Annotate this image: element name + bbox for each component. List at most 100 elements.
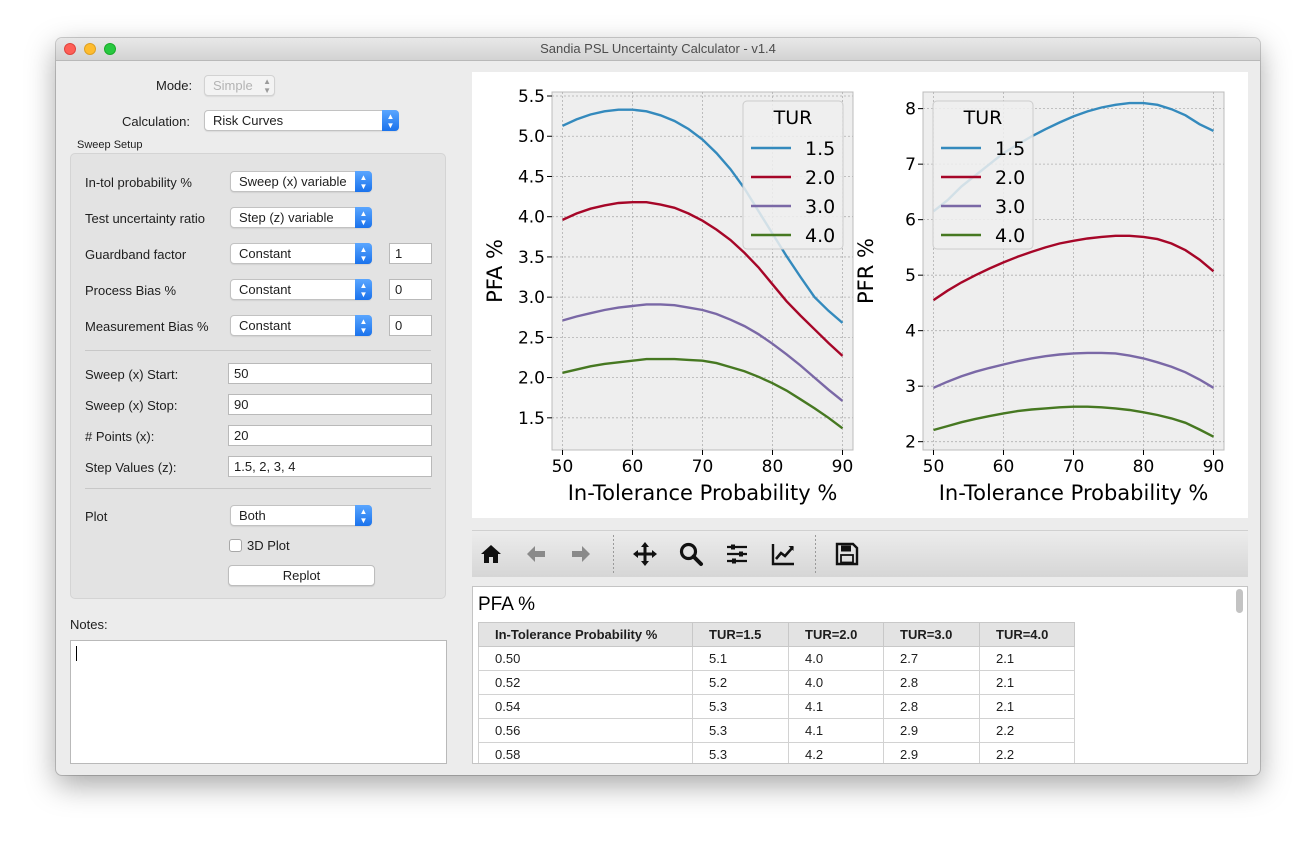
save-icon[interactable] bbox=[832, 539, 862, 569]
plot-select[interactable]: Both ▲ ▼ bbox=[230, 505, 372, 526]
y-tick-label: 4.5 bbox=[518, 167, 545, 187]
process-bias-input[interactable]: 0 bbox=[389, 279, 432, 300]
table-cell[interactable]: 5.1 bbox=[692, 646, 789, 671]
table-cell[interactable]: 0.58 bbox=[478, 742, 693, 763]
in-tol-probability-select[interactable]: Sweep (x) variable ▲ ▼ bbox=[230, 171, 372, 192]
table-cell[interactable]: 0.52 bbox=[478, 670, 693, 695]
series-line-tur-1-5 bbox=[562, 108, 844, 324]
close-window-button[interactable] bbox=[64, 43, 76, 55]
y-tick-label: 7 bbox=[905, 155, 916, 175]
column-header[interactable]: In-Tolerance Probability % bbox=[478, 622, 693, 647]
table-cell[interactable]: 4.1 bbox=[788, 718, 884, 743]
pan-icon[interactable] bbox=[630, 539, 660, 569]
table-cell[interactable]: 2.8 bbox=[883, 670, 980, 695]
table-cell[interactable]: 5.2 bbox=[692, 670, 789, 695]
column-header[interactable]: TUR=1.5 bbox=[692, 622, 789, 647]
y-tick-label: 2.5 bbox=[518, 328, 545, 348]
app-window: Sandia PSL Uncertainty Calculator - v1.4… bbox=[56, 38, 1260, 775]
column-header[interactable]: TUR=4.0 bbox=[979, 622, 1075, 647]
vertical-scrollbar[interactable] bbox=[1236, 589, 1243, 613]
y-tick-label: 3 bbox=[905, 377, 916, 397]
notes-textarea[interactable] bbox=[70, 640, 447, 764]
sweep-start-input[interactable]: 50 bbox=[228, 363, 432, 384]
divider bbox=[85, 488, 431, 489]
back-arrow-icon[interactable] bbox=[521, 539, 551, 569]
points-label: # Points (x): bbox=[85, 429, 155, 444]
table-row[interactable]: 0.54 5.3 4.1 2.8 2.1 bbox=[478, 694, 1075, 719]
sweep-stop-input[interactable]: 90 bbox=[228, 394, 432, 415]
mode-label: Mode: bbox=[156, 78, 193, 93]
subplots-icon[interactable] bbox=[722, 539, 752, 569]
risk-curves-figure: 50 60 70 80 90 1.5 2.0 2.5 3.0 3.5 4.0 4.5 5.0 5.5 In-… bbox=[483, 87, 1225, 505]
table-cell[interactable]: 5.3 bbox=[692, 742, 789, 763]
y-tick-label: 5 bbox=[905, 266, 916, 286]
process-bias-label: Process Bias % bbox=[85, 283, 177, 298]
test-uncertainty-ratio-select[interactable]: Step (z) variable ▲ ▼ bbox=[230, 207, 372, 228]
table-cell[interactable]: 2.2 bbox=[979, 742, 1075, 763]
table-row[interactable]: 0.58 5.3 4.2 2.9 2.2 bbox=[478, 742, 1075, 763]
test-uncertainty-ratio-select-value: Step (z) variable bbox=[239, 210, 334, 225]
table-row[interactable]: 0.52 5.2 4.0 2.8 2.1 bbox=[478, 670, 1075, 695]
table-cell[interactable]: 5.3 bbox=[692, 694, 789, 719]
replot-button[interactable]: Replot bbox=[228, 565, 375, 586]
table-cell[interactable]: 4.0 bbox=[788, 646, 884, 671]
mode-select-value: Simple bbox=[213, 78, 253, 93]
plot-canvas[interactable]: 50 60 70 80 90 1.5 2.0 2.5 3.0 3.5 4.0 4.5 5.0 5.5 In-… bbox=[472, 72, 1248, 518]
plot-3d-checkbox[interactable] bbox=[229, 539, 242, 552]
results-table-title: PFA % bbox=[478, 594, 536, 615]
table-cell[interactable]: 5.3 bbox=[692, 718, 789, 743]
table-cell[interactable]: 0.50 bbox=[478, 646, 693, 671]
updown-chevron-icon: ▲ ▼ bbox=[355, 315, 372, 336]
table-cell[interactable]: 2.9 bbox=[883, 718, 980, 743]
measurement-bias-select-value: Constant bbox=[239, 318, 292, 333]
legend-box bbox=[742, 100, 844, 250]
table-cell[interactable]: 2.7 bbox=[883, 646, 980, 671]
table-cell[interactable]: 2.1 bbox=[979, 646, 1075, 671]
text-cursor bbox=[76, 646, 77, 661]
guardband-factor-select-value: Constant bbox=[239, 246, 292, 261]
updown-chevron-icon: ▲ ▼ bbox=[355, 279, 372, 300]
process-bias-select[interactable]: Constant ▲ ▼ bbox=[230, 279, 372, 300]
forward-arrow-icon[interactable] bbox=[566, 539, 596, 569]
table-cell[interactable]: 4.0 bbox=[788, 670, 884, 695]
measurement-bias-select[interactable]: Constant ▲ ▼ bbox=[230, 315, 372, 336]
plot-select-value: Both bbox=[239, 508, 266, 523]
maximize-window-button[interactable] bbox=[104, 43, 116, 55]
calculation-select[interactable]: Risk Curves ▲ ▼ bbox=[204, 110, 399, 131]
table-cell[interactable]: 2.1 bbox=[979, 694, 1075, 719]
edit-curves-icon[interactable] bbox=[768, 539, 798, 569]
legend-title: TUR bbox=[963, 107, 1003, 129]
y-tick-label: 4 bbox=[905, 322, 916, 342]
table-cell[interactable]: 0.54 bbox=[478, 694, 693, 719]
column-header[interactable]: TUR=2.0 bbox=[788, 622, 884, 647]
points-input[interactable]: 20 bbox=[228, 425, 432, 446]
table-row[interactable]: 0.56 5.3 4.1 2.9 2.2 bbox=[478, 718, 1075, 743]
home-icon[interactable] bbox=[476, 539, 506, 569]
column-header[interactable]: TUR=3.0 bbox=[883, 622, 980, 647]
table-cell[interactable]: 2.9 bbox=[883, 742, 980, 763]
table-cell[interactable]: 0.56 bbox=[478, 718, 693, 743]
y-axis-label: PFR % bbox=[854, 238, 878, 304]
chart-2: 50 60 70 80 90 2 3 4 5 6 7 8 In-Tolerance Probabilit… bbox=[854, 91, 1225, 505]
zoom-icon[interactable] bbox=[676, 539, 706, 569]
guardband-factor-select[interactable]: Constant ▲ ▼ bbox=[230, 243, 372, 264]
x-tick-label: 80 bbox=[1133, 457, 1155, 477]
guardband-factor-input[interactable]: 1 bbox=[389, 243, 432, 264]
table-cell[interactable]: 2.2 bbox=[979, 718, 1075, 743]
table-cell[interactable]: 4.1 bbox=[788, 694, 884, 719]
minimize-window-button[interactable] bbox=[84, 43, 96, 55]
table-cell[interactable]: 2.8 bbox=[883, 694, 980, 719]
table-cell[interactable]: 4.2 bbox=[788, 742, 884, 763]
legend-entry: 4.0 bbox=[805, 225, 835, 247]
y-tick-label: 2.0 bbox=[518, 369, 545, 389]
legend-entry: 4.0 bbox=[995, 225, 1025, 247]
window-title: Sandia PSL Uncertainty Calculator - v1.4 bbox=[540, 41, 776, 56]
x-tick-label: 70 bbox=[1063, 457, 1085, 477]
x-axis-label: In-Tolerance Probability % bbox=[568, 481, 838, 505]
measurement-bias-input[interactable]: 0 bbox=[389, 315, 432, 336]
series-line-tur-4-0 bbox=[562, 357, 844, 430]
series-line-tur-2-0 bbox=[932, 234, 1215, 302]
table-row[interactable]: 0.50 5.1 4.0 2.7 2.1 bbox=[478, 646, 1075, 671]
step-values-input[interactable]: 1.5, 2, 3, 4 bbox=[228, 456, 432, 477]
table-cell[interactable]: 2.1 bbox=[979, 670, 1075, 695]
